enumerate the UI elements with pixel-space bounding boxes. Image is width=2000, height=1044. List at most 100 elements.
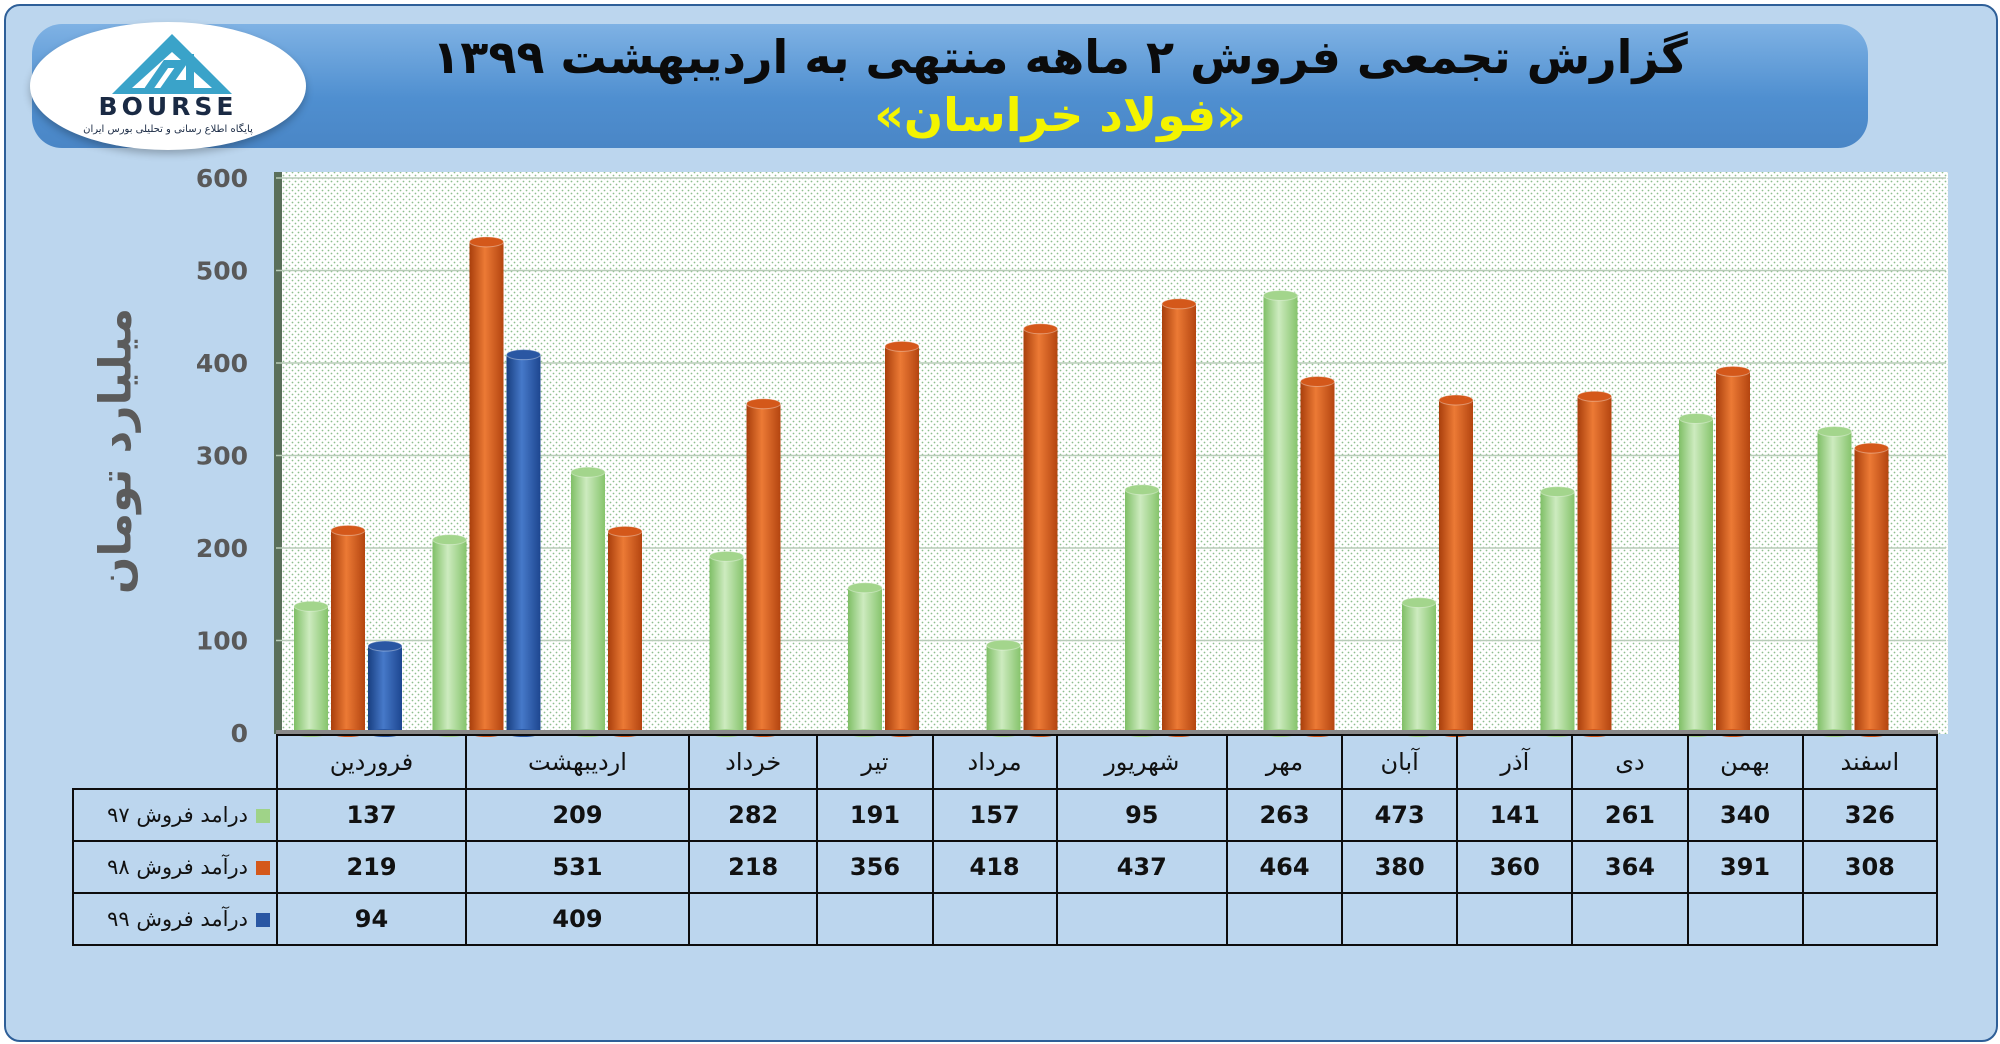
- table-cell: 209: [465, 788, 690, 842]
- bar: [506, 354, 541, 733]
- table-cell: 282: [687, 788, 819, 842]
- data-table: فروردین اردیبهشت خرداد تیر مرداد شهریور …: [72, 734, 1939, 946]
- legend-entry-99: درآمد فروش ۹۹: [72, 892, 278, 946]
- bar-cap: [1124, 484, 1160, 496]
- bar: [1716, 371, 1750, 733]
- legend-label: درآمد فروش ۹۹: [107, 907, 248, 931]
- bar-cap: [570, 466, 606, 478]
- table-row-98: درآمد فروش ۹۸ 219 531 218 356 418 437 46…: [72, 840, 1939, 894]
- y-tick-label: 600: [196, 164, 248, 193]
- y-tick-label: 500: [196, 257, 248, 286]
- table-row-97: درامد فروش ۹۷ 137 209 282 191 157 95 263…: [72, 788, 1939, 842]
- table-cell: [1225, 892, 1344, 946]
- bar-cap: [367, 640, 403, 652]
- table-cell: 473: [1341, 788, 1459, 842]
- table-cell: 191: [816, 788, 934, 842]
- table-cell: 464: [1225, 840, 1344, 894]
- month-header: مهر: [1225, 734, 1344, 790]
- table-cell: 94: [276, 892, 467, 946]
- table-cell: 418: [931, 840, 1058, 894]
- floor: [276, 730, 1938, 736]
- table-cell: 218: [687, 840, 819, 894]
- bar: [1263, 295, 1298, 733]
- bar: [571, 472, 605, 733]
- bar: [1402, 602, 1436, 733]
- legend-swatch-green-icon: [256, 809, 270, 823]
- bar-cap: [1263, 289, 1298, 301]
- chart-title: گزارش تجمعی فروش ۲ ماهه منتهی به اردیبهش…: [432, 30, 1688, 84]
- y-tick-label: 100: [196, 627, 248, 656]
- table-cell: 409: [465, 892, 690, 946]
- table-cell: 391: [1686, 840, 1804, 894]
- month-header: اسفند: [1801, 734, 1939, 790]
- bourse-logo: BOURSE پایگاه اطلاع رسانی و تحلیلی بورس …: [30, 22, 306, 150]
- bar: [746, 403, 781, 733]
- month-header: فروردین: [276, 734, 467, 790]
- title-banner: گزارش تجمعی فروش ۲ ماهه منتهی به اردیبهش…: [32, 24, 1868, 148]
- bar-cap: [330, 524, 366, 536]
- table-cell: 380: [1341, 840, 1459, 894]
- bar: [1540, 491, 1575, 733]
- y-tick-label: 200: [196, 534, 248, 563]
- bar: [1023, 328, 1058, 733]
- y-tick-label: 300: [196, 442, 248, 471]
- table-cell: [1801, 892, 1939, 946]
- table-row-99: درآمد فروش ۹۹ 94 409: [72, 892, 1939, 946]
- bar-cap: [1023, 323, 1058, 335]
- month-header: آبان: [1341, 734, 1459, 790]
- table-corner: [73, 735, 278, 790]
- month-header: شهریور: [1055, 734, 1228, 790]
- bar-cap: [1817, 425, 1852, 437]
- bar-cap: [709, 550, 744, 562]
- logo-tagline: پایگاه اطلاع رسانی و تحلیلی بورس ایران: [83, 124, 253, 135]
- bar: [608, 531, 642, 733]
- table-cell: [1341, 892, 1459, 946]
- bar: [709, 556, 744, 733]
- table-cell: 261: [1571, 788, 1689, 842]
- bar-cap: [1577, 390, 1612, 402]
- bar: [331, 530, 365, 733]
- table-cell: 326: [1801, 788, 1939, 842]
- legend-label: درامد فروش ۹۷: [107, 803, 248, 827]
- chart-subtitle: «فولاد خراسان»: [874, 88, 1246, 142]
- table-cell: 157: [931, 788, 1058, 842]
- month-header: دی: [1571, 734, 1689, 790]
- legend-label: درآمد فروش ۹۸: [107, 855, 248, 879]
- bar: [885, 346, 919, 733]
- bar-cap: [1540, 486, 1575, 498]
- bar: [848, 587, 882, 733]
- table-header-row: فروردین اردیبهشت خرداد تیر مرداد شهریور …: [73, 734, 1939, 790]
- logo-wordmark: BOURSE: [98, 92, 238, 121]
- bar: [1817, 431, 1852, 733]
- table-cell: 531: [465, 840, 690, 894]
- bar-cap: [847, 582, 883, 594]
- month-header: خرداد: [687, 734, 819, 790]
- bar: [432, 539, 467, 733]
- bar: [294, 606, 328, 733]
- bar: [1125, 489, 1159, 733]
- table-cell: 437: [1055, 840, 1228, 894]
- bar: [1679, 418, 1713, 733]
- side-wall: [274, 172, 282, 734]
- legend-swatch-orange-icon: [256, 861, 270, 875]
- table-cell: [1055, 892, 1228, 946]
- bar: [368, 646, 402, 733]
- month-header: بهمن: [1686, 734, 1804, 790]
- month-header: اردیبهشت: [465, 734, 690, 790]
- table-cell: [931, 892, 1058, 946]
- bar-cap: [432, 534, 467, 546]
- bar: [469, 241, 504, 733]
- bar-cap: [293, 600, 329, 612]
- legend-swatch-blue-icon: [256, 913, 270, 927]
- legend-entry-98: درآمد فروش ۹۸: [72, 840, 278, 894]
- bar-cap: [1854, 442, 1889, 454]
- logo-mark-icon: [112, 34, 232, 94]
- bar-cap: [1715, 365, 1751, 377]
- table-cell: 356: [816, 840, 934, 894]
- table-cell: [1686, 892, 1804, 946]
- bar: [1854, 448, 1889, 733]
- table-cell: 137: [276, 788, 467, 842]
- bar: [1577, 396, 1612, 733]
- table-cell: 263: [1225, 788, 1344, 842]
